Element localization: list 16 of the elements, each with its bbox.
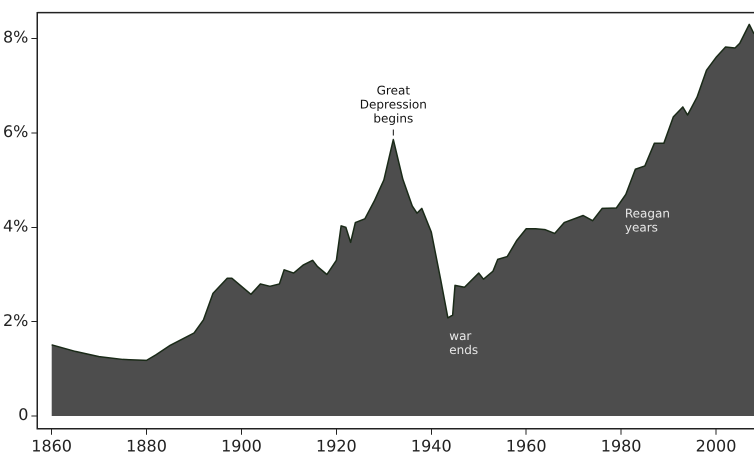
y-tick-label: 0 [18, 405, 28, 424]
annotation: war ends [449, 329, 478, 358]
y-tick-label: 6% [2, 122, 28, 142]
x-tick-label: 1900 [221, 436, 262, 456]
x-tick-label: 2000 [696, 436, 736, 456]
x-tick-label: 1860 [31, 436, 72, 456]
annotation: Great Depression begins [360, 84, 427, 126]
x-tick-label: 1880 [126, 436, 167, 456]
x-tick-label: 1920 [316, 436, 357, 456]
x-tick-label: 1940 [410, 436, 452, 456]
annotation: Reagan years [624, 206, 670, 234]
y-tick-label: 8% [2, 28, 28, 47]
y-tick-label: 2% [2, 310, 28, 330]
y-tick-label: 4% [2, 216, 28, 236]
x-tick-label: 1980 [600, 436, 642, 456]
x-tick-label: 1960 [506, 436, 547, 456]
